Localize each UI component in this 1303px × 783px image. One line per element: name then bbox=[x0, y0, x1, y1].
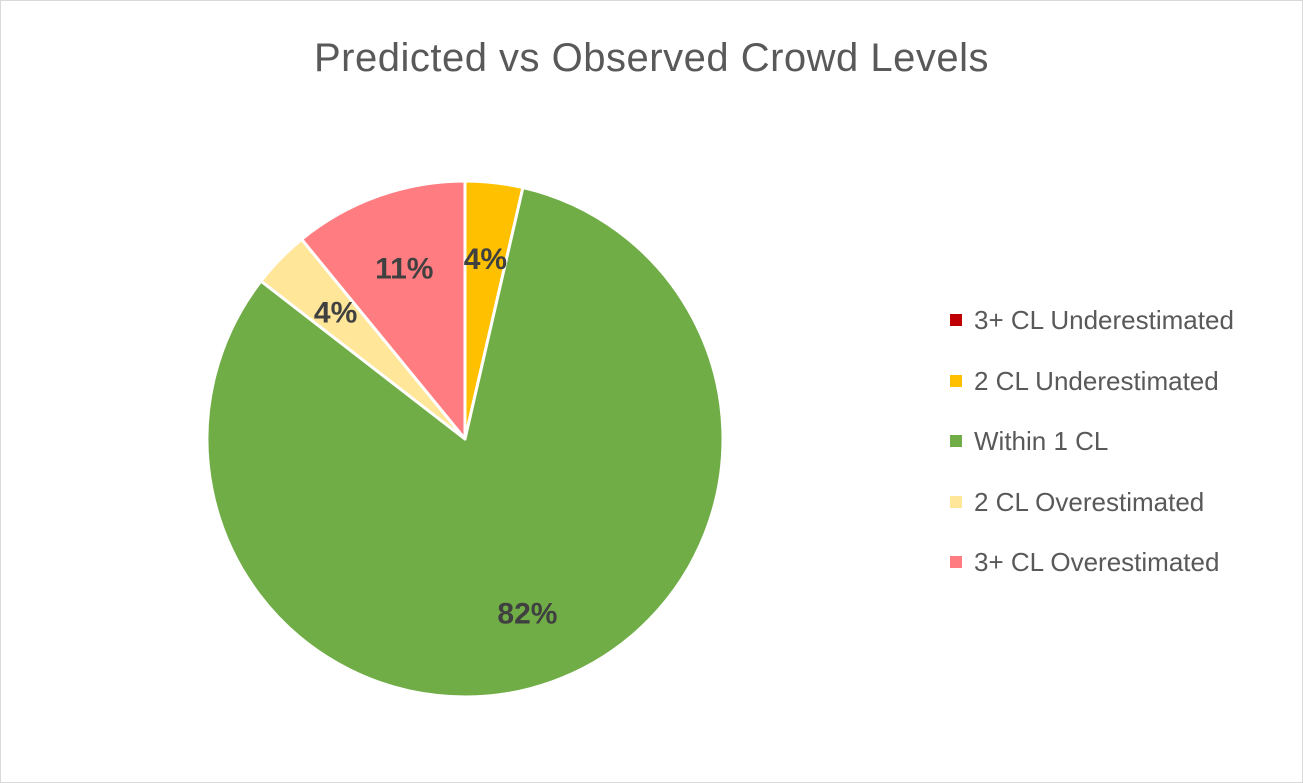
legend-swatch bbox=[950, 495, 962, 508]
data-label-within-1-cl: 82% bbox=[497, 597, 557, 630]
legend-swatch bbox=[950, 314, 962, 326]
pie-slice-3-cl-overestimated bbox=[300, 179, 467, 441]
legend-label: Within 1 CL bbox=[974, 426, 1109, 456]
legend-swatch bbox=[950, 435, 962, 447]
chart-title: Predicted vs Observed Crowd Levels bbox=[313, 36, 990, 80]
legend-swatch bbox=[950, 374, 962, 387]
legend-item-within-1-cl: Within 1 CL bbox=[950, 421, 1234, 482]
data-label-2-cl-overestimated: 4% bbox=[314, 297, 357, 330]
legend-label: 2 CL Underestimated bbox=[974, 365, 1219, 396]
data-label-3-cl-overestimated: 11% bbox=[375, 252, 433, 285]
legend-item-2-cl-overestimated: 2 CL Overestimated bbox=[950, 482, 1234, 543]
pie-data-labels: 4% 82% 4% 11% bbox=[314, 243, 558, 630]
legend-swatch bbox=[950, 556, 962, 568]
legend-label: 2 CL Overestimated bbox=[974, 486, 1205, 517]
pie-slice-within-1-cl bbox=[205, 186, 725, 699]
legend-item-3-cl-underestimated: 3+ CL Underestimated bbox=[950, 300, 1234, 361]
legend-item-3-cl-overestimated: 3+ CL Overestimated bbox=[950, 542, 1234, 603]
chart-legend: 3+ CL Underestimated 2 CL Underestimated W… bbox=[950, 300, 1234, 603]
data-label-2-cl-underestimated: 4% bbox=[464, 243, 507, 276]
legend-item-2-cl-underestimated: 2 CL Underestimated bbox=[950, 361, 1234, 422]
legend-label: 3+ CL Overestimated bbox=[974, 547, 1220, 577]
legend-label: 3+ CL Underestimated bbox=[974, 305, 1234, 335]
pie-slices bbox=[205, 179, 725, 699]
